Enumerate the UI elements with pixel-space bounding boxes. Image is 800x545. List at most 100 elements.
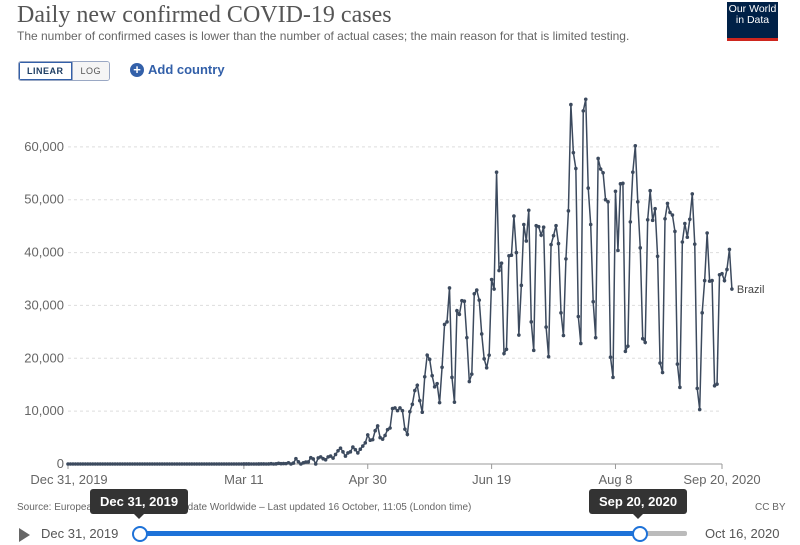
timeline-selected-range[interactable] [139, 531, 639, 536]
series-point [353, 447, 358, 452]
series-point [430, 373, 434, 378]
series-point [477, 298, 482, 302]
series-point [182, 462, 187, 466]
series-point [668, 210, 672, 215]
series-point [68, 462, 73, 466]
series-point [234, 462, 239, 466]
series-point [702, 278, 707, 283]
series-point [546, 354, 551, 359]
series-point [356, 451, 360, 455]
owid-logo[interactable]: Our World in Data [727, 2, 778, 41]
series-point [254, 462, 259, 466]
chart-title: Daily new confirmed COVID-19 cases [17, 2, 392, 28]
series-point [78, 462, 83, 466]
series-point [296, 459, 301, 464]
series-point [95, 462, 100, 466]
series-point [247, 462, 251, 466]
series-point [165, 462, 169, 466]
series-point [115, 462, 120, 466]
grid-lines [68, 146, 722, 465]
series-point [83, 462, 88, 466]
series-point [730, 287, 734, 291]
series-point [408, 409, 412, 414]
play-icon[interactable] [19, 528, 30, 542]
series-point [388, 426, 392, 430]
license-label[interactable]: CC BY [755, 502, 786, 513]
series-point [209, 462, 214, 466]
series-point [244, 462, 249, 466]
series-point [472, 292, 477, 296]
plus-circle-icon: + [130, 62, 144, 77]
source-note[interactable]: Source: European CDC – Situation Update … [17, 502, 472, 513]
series-point [242, 462, 246, 466]
series-point [710, 278, 714, 283]
log-scale-button[interactable]: LOG [72, 62, 110, 80]
series-point [450, 375, 454, 380]
y-tick-label: 60,000 [24, 139, 64, 154]
series-point [88, 462, 93, 466]
series-point [673, 229, 677, 234]
series-point [715, 382, 719, 386]
series-point [187, 462, 192, 466]
series-point [239, 462, 244, 466]
series-point [524, 239, 529, 243]
series-point [685, 235, 690, 240]
series-point [113, 462, 117, 466]
series-point [591, 299, 595, 304]
series-point [487, 353, 491, 357]
series-point [195, 462, 199, 466]
series-point [606, 200, 610, 204]
series-point [336, 448, 340, 453]
y-tick-label: 50,000 [24, 192, 64, 207]
series-point [73, 462, 78, 466]
series-point [227, 462, 231, 466]
series-point [199, 462, 204, 466]
timeline-start-handle[interactable] [132, 526, 148, 542]
series-point [631, 170, 635, 175]
series-point [474, 288, 479, 292]
x-tick-label: Apr 30 [349, 472, 387, 487]
series-point [110, 462, 115, 466]
series-point [202, 462, 207, 466]
series-point [251, 462, 256, 466]
series-point [363, 441, 368, 445]
series-point [554, 223, 558, 228]
linear-scale-button[interactable]: LINEAR [19, 62, 73, 80]
series-point [291, 461, 296, 465]
series-point [351, 445, 355, 449]
series-point [204, 462, 209, 466]
series-point [237, 462, 241, 466]
series-point [692, 242, 697, 246]
series-point [680, 240, 685, 244]
series-label: Brazil [737, 284, 765, 296]
series-point [108, 462, 112, 466]
series-point [130, 462, 135, 466]
series-point [465, 335, 469, 340]
series-point [86, 462, 90, 466]
series-point [484, 366, 489, 370]
line-chart: 0 10,000 20,000 30,000 40,000 50,000 60,000 De… [24, 97, 765, 487]
series-point [559, 311, 563, 315]
series-point [583, 97, 588, 102]
add-country-button[interactable]: + Add country [130, 62, 225, 77]
series-point [564, 257, 568, 261]
series-point [155, 462, 159, 466]
series-point [670, 213, 675, 217]
series-point [633, 144, 638, 148]
series-point [700, 311, 704, 315]
series-point [100, 462, 105, 466]
series-point [722, 278, 727, 283]
series-point [313, 462, 318, 466]
timeline-end-handle[interactable] [632, 526, 648, 542]
series-point [162, 462, 167, 466]
end-date-tooltip: Sep 20, 2020 [589, 489, 688, 519]
series-point [261, 462, 266, 466]
series-point [395, 408, 400, 413]
series-point [180, 462, 184, 466]
series-point [687, 217, 692, 222]
series-point [574, 166, 578, 171]
series-point [509, 253, 514, 258]
series-point [142, 462, 147, 466]
series-point [98, 462, 103, 466]
series-point [593, 335, 598, 340]
